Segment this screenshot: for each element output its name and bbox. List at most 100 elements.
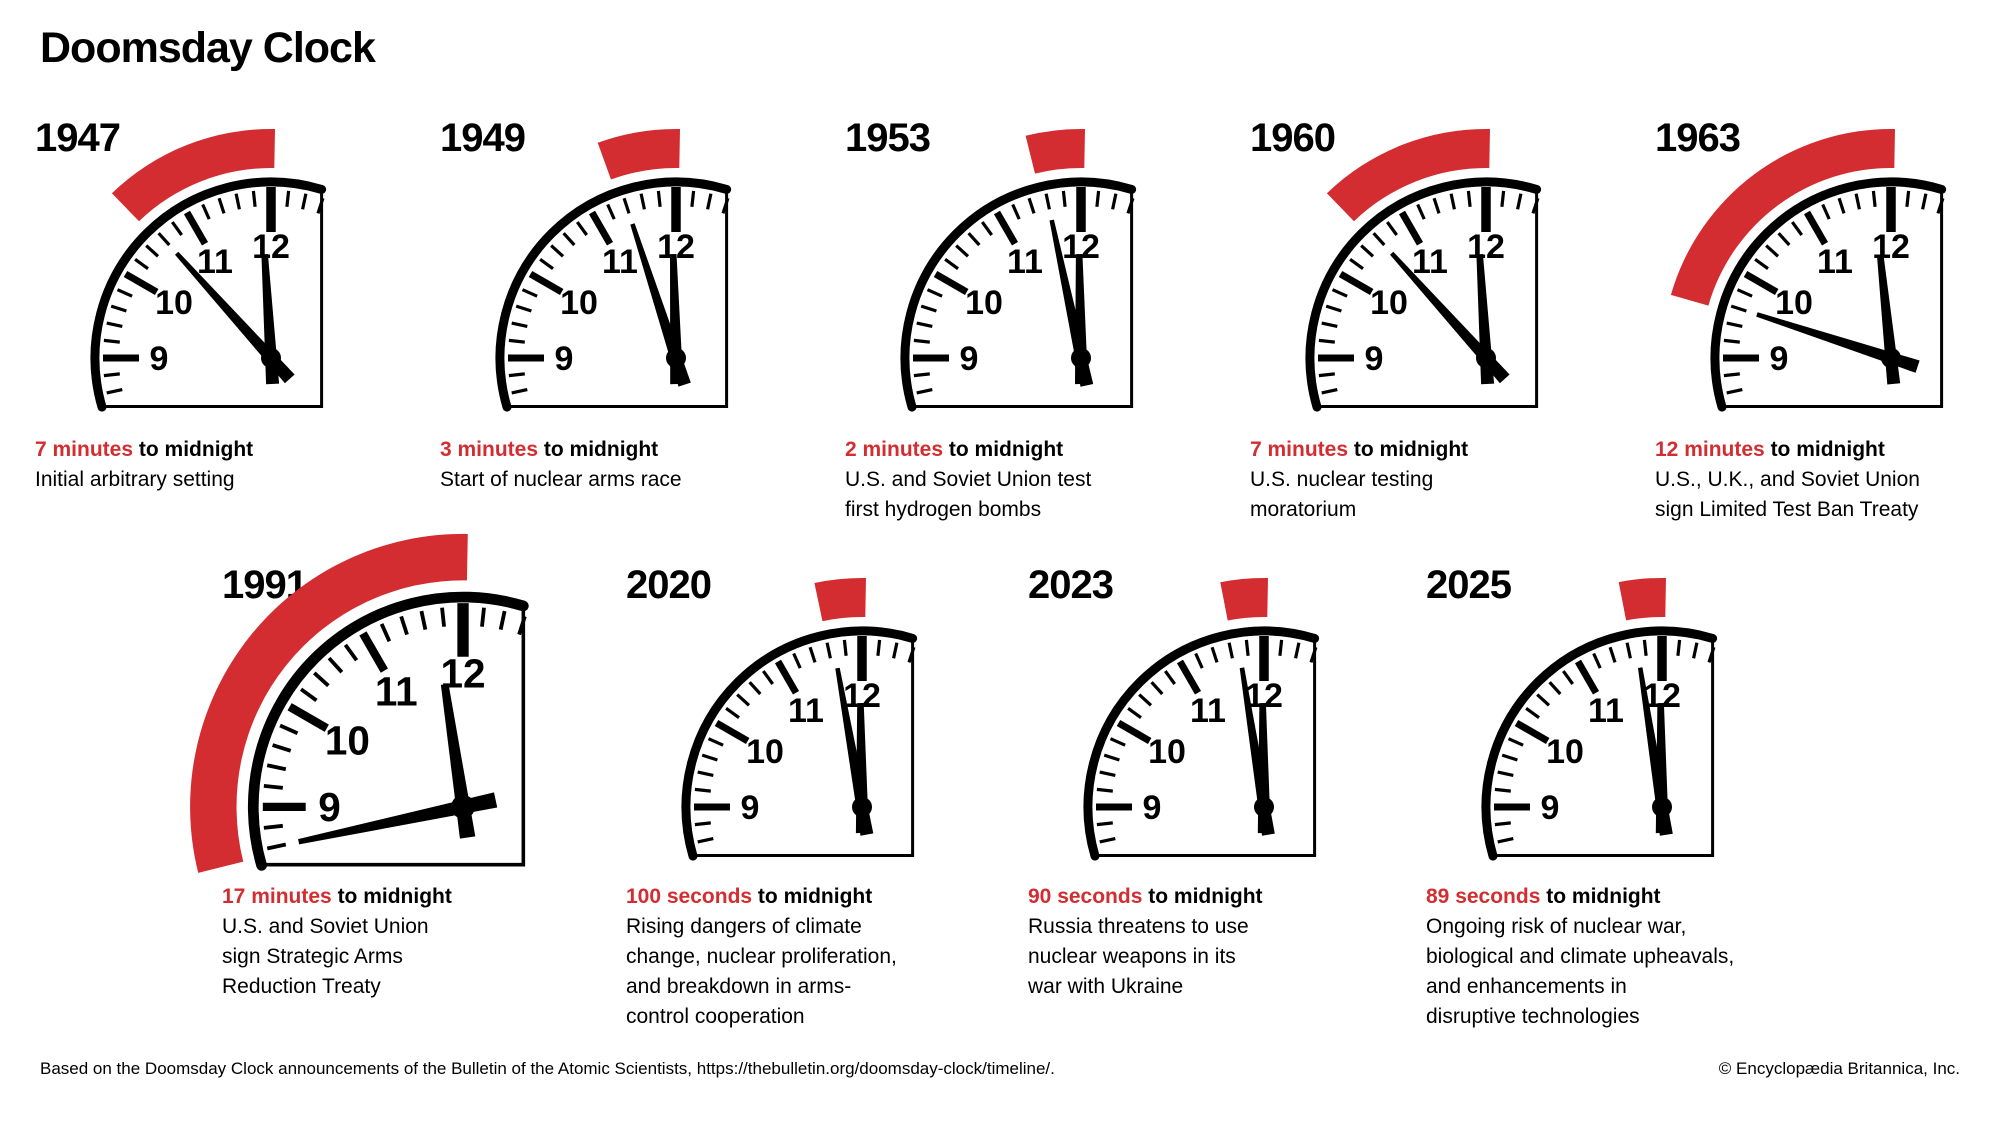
clock-hub: [261, 348, 281, 368]
dial-tick: [955, 244, 970, 258]
dial-tick: [1592, 652, 1602, 669]
dial-tick: [313, 671, 330, 688]
dial-number: 12: [1467, 228, 1505, 266]
dial-tick: [1061, 190, 1067, 207]
dial-tick: [1331, 288, 1348, 298]
dial-number: 9: [741, 789, 760, 827]
dial-tick: [656, 190, 662, 207]
dial-tick: [1936, 197, 1945, 214]
dial-tick: [299, 687, 318, 702]
dial-tick: [981, 221, 993, 236]
dial-tick: [1309, 646, 1318, 663]
dial-tick: [1837, 197, 1846, 214]
clock-caption: 90 seconds to midnight Russia threatens t…: [1028, 882, 1388, 1002]
dial-tick: [748, 681, 762, 696]
clock-frame: [507, 189, 729, 408]
dial-tick: [1765, 244, 1780, 258]
dial-tick: [271, 743, 292, 753]
clock-hub: [666, 348, 686, 368]
dial-tick: [1497, 770, 1514, 777]
clock-caption: 3 minutes to midnight Start of nuclear ar…: [440, 435, 800, 495]
dial-tick: [1111, 193, 1118, 210]
dial-tick: [1494, 787, 1511, 793]
time-remaining-arc: [814, 577, 866, 622]
dial-tick: [1707, 646, 1716, 663]
clock-rim: [1710, 177, 1947, 412]
dial-tick: [1871, 190, 1877, 207]
dial-tick: [1325, 304, 1342, 313]
caption-headline: 17 minutes to midnight: [222, 882, 582, 912]
clock-year-label: 2025: [1426, 563, 1512, 607]
clock-hub: [1881, 348, 1901, 368]
dial-tick: [706, 193, 713, 210]
dial-number: 10: [325, 717, 370, 763]
caption-headline: 100 seconds to midnight: [626, 882, 986, 912]
dial-number: 11: [1817, 243, 1853, 281]
headline-suffix: to midnight: [948, 438, 1064, 461]
dial-tick: [521, 288, 538, 298]
dial-tick: [1536, 693, 1551, 707]
dial-number: 10: [1370, 284, 1408, 322]
dial-tick: [134, 258, 149, 270]
dial-tick: [399, 615, 409, 636]
dial-tick: [876, 639, 882, 656]
dial-tick: [316, 197, 325, 214]
clock-rim: [495, 177, 732, 412]
clock-rim: [681, 626, 918, 861]
time-remaining-arc: [1220, 577, 1268, 621]
dial-tick: [1194, 652, 1204, 669]
time-to-midnight: 17 minutes: [222, 885, 332, 908]
dial-tick: [1548, 681, 1562, 696]
dial-tick: [1531, 197, 1540, 214]
time-to-midnight: 12 minutes: [1655, 438, 1765, 461]
dial-tick: [1372, 232, 1386, 247]
dial-tick: [263, 823, 284, 830]
dial-tick: [1349, 258, 1364, 270]
dial-tick: [907, 646, 916, 663]
dial-tick: [1692, 642, 1699, 659]
dial-number: 10: [1148, 733, 1186, 771]
dial-tick: [694, 787, 711, 793]
dial-tick: [762, 670, 774, 685]
minute-hand: [298, 792, 498, 845]
dial-tick: [842, 639, 848, 656]
dial-tick: [1803, 210, 1829, 246]
dial-tick: [359, 631, 388, 673]
dial-tick: [1821, 203, 1831, 220]
dial-tick: [967, 232, 981, 247]
clock-frame: [1493, 638, 1715, 857]
dial-tick: [1494, 821, 1511, 827]
dial-number: 10: [965, 284, 1003, 322]
clock-caption: 7 minutes to midnight Initial arbitrary s…: [35, 435, 395, 495]
dial-tick: [588, 210, 614, 246]
dial-number: 11: [1007, 243, 1043, 281]
dial-tick: [1011, 203, 1021, 220]
dial-tick: [157, 232, 171, 247]
dial-tick: [1126, 197, 1135, 214]
clock-frame: [1722, 189, 1944, 408]
dial-tick: [1109, 737, 1126, 747]
dial-tick: [694, 821, 711, 827]
headline-suffix: to midnight: [138, 438, 254, 461]
dial-tick: [1244, 639, 1250, 656]
clock-description: U.S., U.K., and Soviet Union sign Limite…: [1655, 468, 1920, 521]
footer: Based on the Doomsday Clock announcement…: [40, 1059, 1960, 1079]
clock-year-label: 1953: [845, 116, 931, 160]
headline-suffix: to midnight: [1353, 438, 1469, 461]
dial-tick: [1723, 372, 1740, 378]
clock-description: Initial arbitrary setting: [35, 468, 235, 491]
clock-frame: [912, 189, 1134, 408]
time-remaining-arc: [597, 128, 680, 180]
dial-tick: [1625, 642, 1632, 659]
dial-tick: [301, 193, 308, 210]
dial-tick: [721, 197, 730, 214]
clock-description: Rising dangers of climate change, nuclea…: [626, 915, 897, 1028]
dial-tick: [1497, 837, 1514, 844]
dial-tick: [234, 193, 241, 210]
dial-tick: [1321, 388, 1338, 395]
clock-year-label: 1960: [1250, 116, 1336, 160]
